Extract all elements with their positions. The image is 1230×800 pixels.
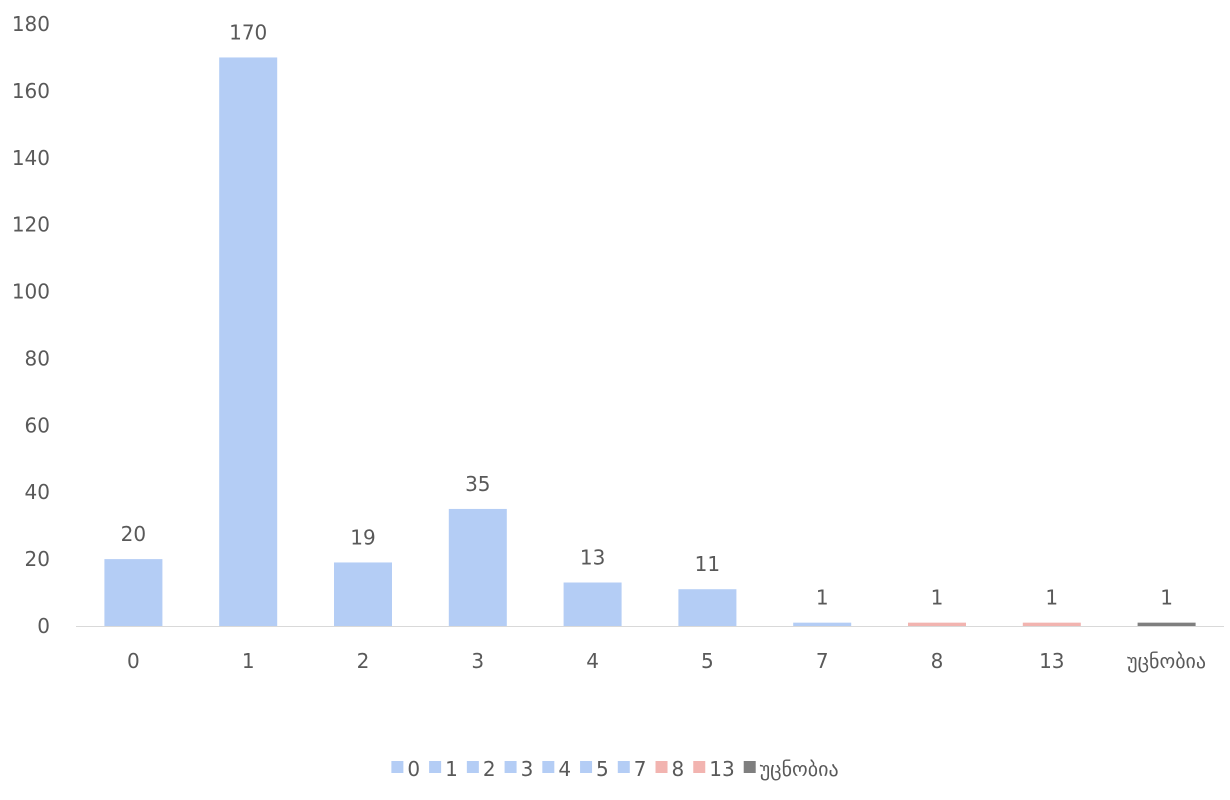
- legend-swatch: [466, 761, 479, 773]
- bar: [1137, 622, 1196, 626]
- legend-swatch: [504, 761, 517, 773]
- legend-swatch: [693, 761, 706, 773]
- legend-item: 5: [580, 757, 609, 781]
- legend-swatch: [542, 761, 555, 773]
- y-tick-label: 100: [12, 280, 50, 304]
- legend-swatch: [580, 761, 593, 773]
- x-tick-label: 0: [127, 649, 140, 673]
- bars-group: [104, 57, 1196, 626]
- x-tick-label: 13: [1039, 649, 1064, 673]
- bar: [678, 589, 737, 626]
- bar: [334, 562, 392, 626]
- x-tick-label: 4: [586, 649, 599, 673]
- legend-item: 13: [693, 757, 735, 781]
- data-label: 1: [1045, 586, 1058, 610]
- bar: [908, 622, 966, 626]
- data-label: 11: [695, 552, 720, 576]
- x-tick-label: 3: [471, 649, 484, 673]
- x-axis-ticks: 0 1 2 3 4 5 7 8 13 უცნობია: [127, 649, 1206, 673]
- y-tick-label: 20: [25, 547, 50, 571]
- legend-item: 4: [542, 757, 571, 781]
- data-label: 1: [931, 586, 944, 610]
- x-tick-label: უცნობია: [1127, 649, 1206, 673]
- bar: [448, 508, 507, 626]
- y-tick-label: 40: [25, 480, 50, 504]
- legend-item: 8: [655, 757, 685, 781]
- legend-swatch: [391, 761, 404, 773]
- legend-item: 7: [617, 757, 647, 781]
- x-tick-label: 1: [242, 649, 255, 673]
- y-tick-label: 180: [12, 12, 50, 36]
- data-label: 20: [121, 522, 146, 546]
- bar: [793, 622, 852, 626]
- y-tick-label: 140: [12, 146, 50, 170]
- legend-item: 0: [391, 757, 420, 781]
- legend-item: 2: [466, 757, 496, 781]
- data-label: 1: [816, 586, 829, 610]
- legend-item: 3: [504, 757, 534, 781]
- legend-swatch: [655, 761, 668, 773]
- y-tick-label: 160: [12, 79, 50, 103]
- x-tick-label: 8: [931, 649, 944, 673]
- legend-label: 3: [521, 757, 534, 781]
- legend-label: 13: [709, 757, 734, 781]
- bar: [563, 582, 622, 626]
- data-label: 19: [350, 525, 375, 549]
- legend-label: 0: [407, 757, 420, 781]
- legend-swatch: [743, 761, 756, 773]
- x-tick-label: 7: [816, 649, 829, 673]
- legend-item: უცნობია: [743, 757, 839, 781]
- legend-item: 1: [429, 757, 458, 781]
- bar: [219, 57, 278, 626]
- legend-label: 8: [672, 757, 685, 781]
- data-label: 170: [229, 20, 267, 44]
- y-tick-label: 120: [12, 213, 50, 237]
- legend-label: უცნობია: [760, 757, 839, 781]
- y-tick-label: 0: [37, 614, 50, 638]
- legend-label: 4: [558, 757, 571, 781]
- x-tick-label: 2: [357, 649, 370, 673]
- legend-label: 5: [596, 757, 609, 781]
- x-tick-label: 5: [701, 649, 714, 673]
- bar: [1022, 622, 1081, 626]
- legend-swatch: [617, 761, 630, 773]
- legend-label: 7: [634, 757, 647, 781]
- legend: 0 1 2 3 4 5 7 8 13 უცნობია: [391, 757, 839, 781]
- bar: [104, 559, 163, 626]
- legend-swatch: [429, 761, 442, 773]
- y-axis-ticks: 0 20 40 60 80 100 120 140 160 180: [12, 12, 50, 638]
- data-label: 13: [580, 546, 605, 570]
- legend-label: 1: [445, 757, 458, 781]
- legend-label: 2: [483, 757, 496, 781]
- data-label: 1: [1160, 586, 1173, 610]
- y-tick-label: 60: [25, 413, 50, 437]
- data-label: 35: [465, 472, 490, 496]
- y-tick-label: 80: [25, 346, 50, 370]
